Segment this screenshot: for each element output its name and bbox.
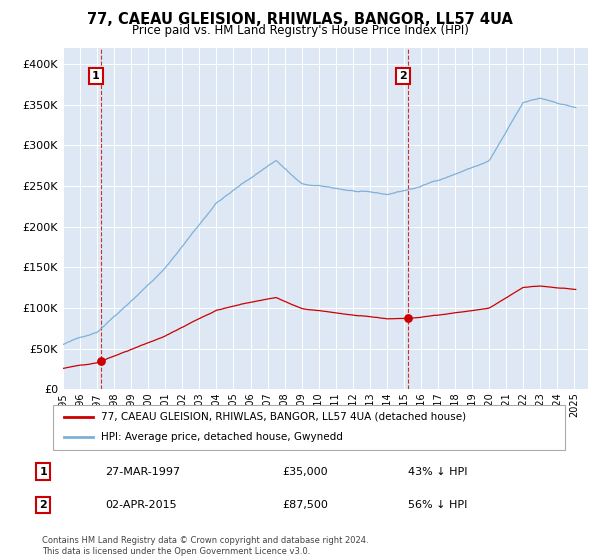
- Text: 1: 1: [40, 466, 47, 477]
- Text: 77, CAEAU GLEISION, RHIWLAS, BANGOR, LL57 4UA (detached house): 77, CAEAU GLEISION, RHIWLAS, BANGOR, LL5…: [101, 412, 466, 422]
- Text: 27-MAR-1997: 27-MAR-1997: [105, 466, 180, 477]
- Text: HPI: Average price, detached house, Gwynedd: HPI: Average price, detached house, Gwyn…: [101, 432, 343, 442]
- Text: 56% ↓ HPI: 56% ↓ HPI: [408, 500, 467, 510]
- FancyBboxPatch shape: [53, 405, 565, 450]
- Point: [403, 314, 413, 323]
- Text: £87,500: £87,500: [282, 500, 328, 510]
- Text: 2: 2: [399, 71, 407, 81]
- Text: Price paid vs. HM Land Registry's House Price Index (HPI): Price paid vs. HM Land Registry's House …: [131, 24, 469, 37]
- Text: 2: 2: [40, 500, 47, 510]
- Text: 1: 1: [92, 71, 100, 81]
- Text: £35,000: £35,000: [282, 466, 328, 477]
- Point: [96, 356, 106, 365]
- Text: Contains HM Land Registry data © Crown copyright and database right 2024.
This d: Contains HM Land Registry data © Crown c…: [42, 536, 368, 556]
- Text: 02-APR-2015: 02-APR-2015: [105, 500, 176, 510]
- Text: 43% ↓ HPI: 43% ↓ HPI: [408, 466, 467, 477]
- Text: 77, CAEAU GLEISION, RHIWLAS, BANGOR, LL57 4UA: 77, CAEAU GLEISION, RHIWLAS, BANGOR, LL5…: [87, 12, 513, 27]
